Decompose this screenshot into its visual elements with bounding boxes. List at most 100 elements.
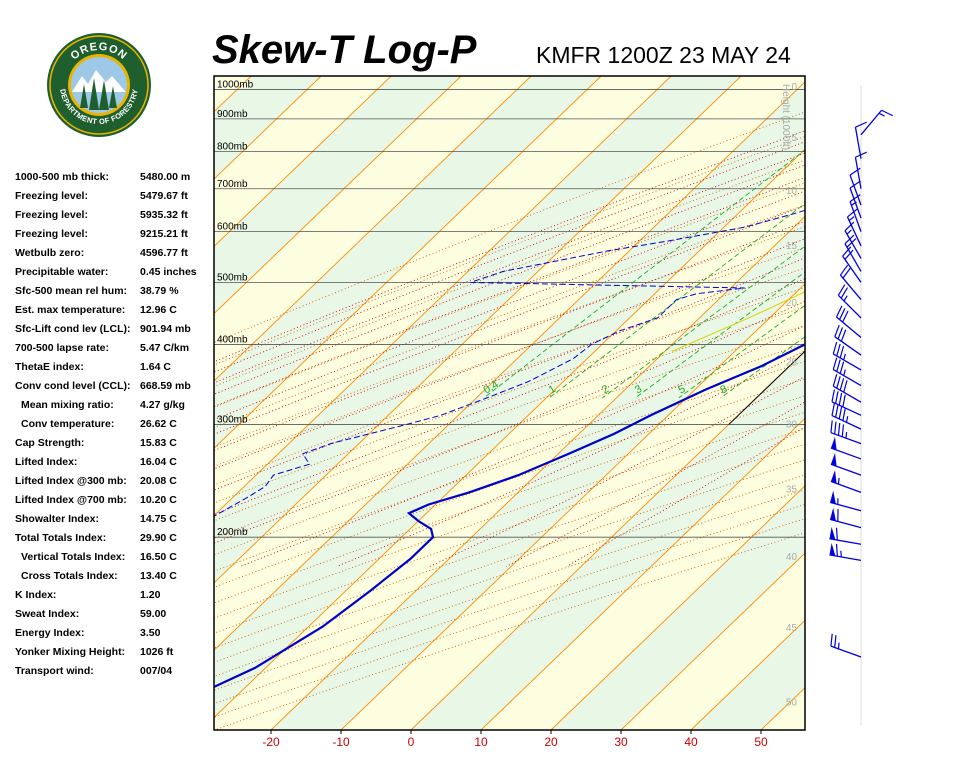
- stat-label: Sfc-500 mean rel hum:: [15, 285, 128, 297]
- zero-isotherm: [728, 350, 805, 425]
- x-tick-label: 20: [544, 735, 558, 749]
- wind-half-feather: [846, 229, 852, 235]
- stat-label: Lifted Index:: [15, 456, 78, 468]
- height-tick-label: 20: [786, 298, 798, 309]
- wind-barb: [854, 121, 867, 159]
- stat-label: Lifted Index @700 mb:: [15, 494, 127, 506]
- stat-label: Freezing level:: [15, 228, 88, 240]
- wind-feather: [834, 324, 840, 337]
- wind-half-feather: [837, 642, 840, 649]
- stat-value: 668.59 mb: [140, 380, 191, 392]
- wind-feather: [832, 341, 838, 355]
- wind-barb: [831, 403, 862, 430]
- wind-pennant: [830, 507, 836, 521]
- height-tick-label: 25: [786, 358, 798, 369]
- stat-value: 0.45 inches: [140, 266, 197, 278]
- wind-barb: [846, 208, 862, 247]
- isotherm-line: [270, 215, 805, 730]
- wind-half-feather: [843, 295, 848, 302]
- stat-value: 16.04 C: [140, 456, 177, 468]
- moist-adiabat: [214, 278, 805, 516]
- wind-barb: [835, 305, 862, 339]
- parcel-line: [671, 291, 805, 352]
- stat-value: 16.50 C: [140, 551, 177, 563]
- wind-barb: [834, 324, 862, 356]
- wind-barb-staff: [842, 255, 862, 283]
- height-tick-label: 50: [786, 698, 798, 709]
- wind-barb-staff: [854, 127, 862, 159]
- wind-pennant: [830, 436, 837, 450]
- stat-label: Sfc-Lift cond lev (LCL):: [15, 323, 131, 335]
- wind-barb: [842, 246, 862, 283]
- wind-barb-staff: [849, 187, 862, 219]
- wind-barb: [830, 420, 862, 445]
- wind-feather: [837, 327, 844, 340]
- wind-barb-staff: [830, 447, 862, 460]
- isotherm-line: [0, 76, 111, 730]
- stat-value: 9215.21 ft: [140, 228, 188, 240]
- x-tick-label: -20: [262, 735, 280, 749]
- pressure-label: 600mb: [217, 222, 248, 233]
- stat-label: Conv cond level (CCL):: [15, 380, 131, 392]
- wind-pennant: [830, 490, 836, 504]
- stat-value: 007/04: [140, 665, 173, 677]
- station-time: KMFR 1200Z 23 MAY 24: [536, 42, 791, 68]
- chart-grid: [0, 76, 960, 730]
- wind-barb: [830, 633, 862, 658]
- isotherm-line: [214, 76, 742, 584]
- wind-feather: [841, 424, 845, 437]
- wind-feather: [842, 246, 852, 257]
- mixing-ratio-label: 3: [633, 383, 644, 396]
- wind-pennant: [829, 526, 836, 540]
- isotherm-line: [480, 417, 805, 730]
- stat-label: Wetbulb zero:: [15, 247, 85, 259]
- mixing-ratio-line: [602, 245, 805, 399]
- pressure-label: 900mb: [217, 109, 248, 120]
- isotherm-line: [831, 76, 960, 730]
- wind-feather: [844, 221, 855, 232]
- stat-label: Freezing level:: [15, 209, 88, 221]
- wind-feather: [840, 287, 849, 299]
- wind-barb-staff: [846, 216, 862, 247]
- height-tick-label: 30: [786, 420, 798, 431]
- isotherm-line: [214, 76, 532, 382]
- wind-barb-staff: [829, 518, 862, 529]
- mixing-ratio-line: [483, 149, 805, 399]
- height-tick-label: 0: [791, 82, 797, 93]
- x-tick-label: 0: [408, 735, 415, 749]
- isotherm-line: [214, 81, 805, 651]
- wind-feather: [830, 633, 833, 647]
- stat-label: Sweat Index:: [15, 608, 80, 620]
- pressure-label: 500mb: [217, 272, 248, 283]
- isotherm-line: [340, 283, 805, 730]
- stat-label: Est. max temperature:: [15, 304, 126, 316]
- wind-feather: [835, 405, 839, 418]
- wind-barb-staff: [844, 243, 862, 272]
- pressure-label: 700mb: [217, 179, 248, 190]
- wind-barb: [839, 264, 862, 300]
- wind-barb-staff: [837, 294, 862, 319]
- stat-label: Cap Strength:: [15, 437, 85, 449]
- wind-barb: [829, 543, 862, 562]
- wind-feather: [842, 310, 849, 323]
- wind-feather: [881, 109, 893, 117]
- isotherm-line: [0, 76, 181, 730]
- wind-half-feather: [845, 416, 849, 423]
- height-tick-label: 15: [786, 241, 798, 252]
- stat-value: 901.94 mb: [140, 323, 191, 335]
- wind-barb: [832, 374, 862, 403]
- wind-barb-staff: [829, 554, 862, 562]
- stat-label: Cross Totals Index:: [21, 570, 118, 582]
- wind-feather: [836, 343, 841, 357]
- height-tick-label: 45: [786, 623, 798, 634]
- dry-adiabat: [214, 267, 805, 486]
- wind-feather: [831, 403, 835, 416]
- wind-barb-staff: [839, 274, 862, 300]
- wind-barb: [830, 436, 862, 460]
- wind-feather: [835, 391, 839, 404]
- wind-feather: [832, 357, 838, 370]
- wind-barb-staff: [831, 401, 862, 416]
- stat-label: Mean mixing ratio:: [21, 399, 114, 411]
- wind-feather: [838, 406, 843, 420]
